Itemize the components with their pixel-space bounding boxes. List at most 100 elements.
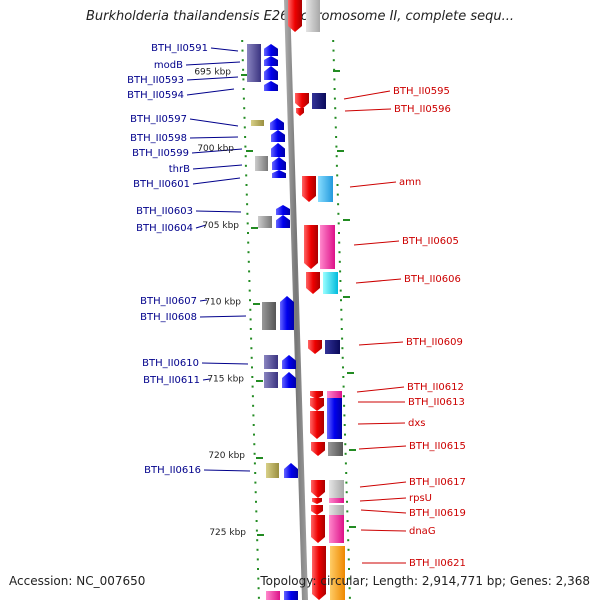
tick-mark [243, 126, 246, 129]
leader-line [195, 210, 242, 213]
gene-label[interactable]: BTH_II0603 [136, 206, 193, 217]
gene-label[interactable]: BTH_II0596 [394, 104, 451, 115]
gene-feature [266, 591, 280, 600]
gene-label[interactable]: BTH_II0612 [407, 382, 464, 393]
gene-label[interactable]: BTH_II0608 [140, 312, 197, 323]
gene-label[interactable]: BTH_II0613 [408, 397, 465, 408]
tick-mark [250, 347, 253, 350]
gene-label[interactable]: BTH_II0609 [406, 337, 463, 348]
tick-mark [249, 318, 252, 321]
tick-mark [345, 472, 348, 474]
leader-line [201, 362, 249, 365]
tick-mark [253, 462, 256, 465]
kbp-tick [257, 534, 264, 536]
gene-label[interactable]: BTH_II0610 [142, 358, 199, 369]
reverse-gene-arrow [312, 498, 322, 504]
tick-mark [332, 59, 335, 62]
gene-label[interactable]: BTH_II0617 [409, 477, 466, 488]
gene-label[interactable]: BTH_II0616 [144, 465, 201, 476]
gene-label[interactable]: BTH_II0605 [402, 236, 459, 247]
kbp-marker: 695 kbp [194, 68, 231, 78]
tick-mark [243, 116, 246, 119]
gene-label[interactable]: BTH_II0597 [130, 114, 187, 125]
gene-label[interactable]: rpsU [409, 493, 432, 504]
tick-mark [333, 78, 336, 81]
leader-line [210, 47, 239, 52]
leader-line [343, 90, 391, 100]
gene-label[interactable]: BTH_II0621 [409, 558, 466, 569]
tick-mark [254, 481, 257, 484]
gene-label[interactable]: dxs [408, 418, 425, 429]
gene-feature [329, 515, 344, 543]
tick-mark [245, 193, 248, 196]
tick-mark [242, 68, 245, 71]
gene-feature [255, 156, 268, 171]
tick-mark [257, 577, 260, 580]
gene-label[interactable]: dnaG [409, 526, 436, 537]
forward-gene-arrow [264, 81, 278, 91]
tick-mark [335, 155, 338, 158]
leader-line [359, 481, 407, 488]
gene-label[interactable]: BTH_II0595 [393, 86, 450, 97]
tick-mark [242, 97, 245, 100]
tick-mark [339, 280, 342, 282]
tick-mark [333, 68, 336, 71]
tick-mark [251, 385, 254, 388]
gene-label[interactable]: BTH_II0599 [132, 148, 189, 159]
tick-mark [254, 491, 257, 494]
tick-mark [257, 587, 260, 590]
tick-mark [338, 251, 341, 254]
kbp-tick [333, 70, 340, 72]
kbp-tick [253, 303, 260, 305]
gene-label[interactable]: amn [399, 177, 421, 188]
tick-mark [252, 424, 255, 426]
tick-mark [252, 414, 255, 417]
tick-mark [249, 328, 252, 330]
tick-mark [345, 491, 348, 494]
tick-mark [344, 433, 346, 436]
tick-mark [255, 520, 258, 522]
tick-mark [341, 347, 344, 350]
gene-label[interactable]: BTH_II0598 [130, 133, 187, 144]
gene-label[interactable]: modB [154, 60, 183, 71]
gene-label[interactable]: BTH_II0619 [409, 508, 466, 519]
tick-mark [340, 318, 343, 321]
gene-label[interactable]: thrB [169, 164, 190, 175]
gene-label[interactable]: BTH_II0606 [404, 274, 461, 285]
tick-mark [339, 289, 342, 292]
tick-mark [241, 49, 244, 52]
right-gene-labels: BTH_II0595 BTH_II0596 amn BTH_II0605 BTH… [393, 86, 466, 569]
gene-feature [284, 591, 298, 600]
tick-mark [343, 424, 346, 426]
kbp-tick [347, 372, 354, 374]
gene-label[interactable]: BTH_II0607 [140, 296, 197, 307]
gene-label[interactable]: BTH_II0591 [151, 43, 208, 54]
label-leaders [185, 47, 407, 564]
kbp-tick [246, 150, 253, 152]
kbp-tick [343, 296, 350, 298]
gene-label[interactable]: BTH_II0615 [409, 441, 466, 452]
tick-mark [248, 280, 251, 282]
left-gene-labels: BTH_II0591 modB BTH_II0593 BTH_II0594 BT… [127, 43, 208, 476]
tick-mark [340, 299, 342, 302]
tick-mark [344, 443, 347, 446]
tick-mark [346, 500, 348, 503]
tick-mark [342, 366, 344, 369]
tick-mark [252, 404, 255, 407]
tick-mark [251, 376, 254, 378]
leader-line [185, 61, 241, 66]
reverse-gene-arrow [311, 505, 323, 515]
gene-label[interactable]: BTH_II0604 [136, 223, 193, 234]
leader-line [191, 148, 243, 154]
gene-feature [318, 176, 333, 202]
tick-mark [344, 452, 347, 455]
leader-line [192, 177, 241, 185]
reverse-gene-arrow [311, 515, 325, 543]
tick-mark [255, 510, 258, 513]
tick-mark [348, 577, 351, 580]
gene-label[interactable]: BTH_II0594 [127, 90, 184, 101]
kbp-marker: 710 kbp [204, 298, 241, 308]
gene-label[interactable]: BTH_II0601 [133, 179, 190, 190]
gene-label[interactable]: BTH_II0611 [143, 375, 200, 386]
gene-label[interactable]: BTH_II0593 [127, 75, 184, 86]
